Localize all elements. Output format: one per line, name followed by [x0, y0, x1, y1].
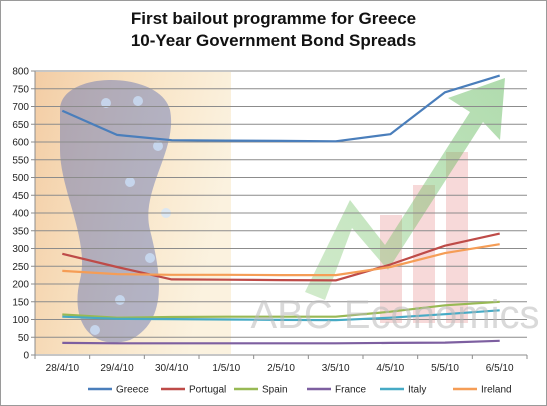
legend-label-italy: Italy: [408, 385, 426, 396]
watermark-text: ABC Economics: [251, 293, 540, 337]
legend-label-ireland: Ireland: [481, 385, 512, 396]
legend: Greece Portugal Spain France Italy Ireland: [88, 385, 512, 396]
y-tick-label: 500: [12, 173, 29, 184]
legend-label-france: France: [335, 385, 367, 396]
y-tick-label: 50: [18, 333, 30, 344]
series-lines: [61, 74, 501, 345]
y-tick-label: 550: [12, 155, 29, 166]
legend-label-greece: Greece: [116, 385, 149, 396]
y-tick-label: 200: [12, 280, 29, 291]
y-tick-label: 750: [12, 84, 29, 95]
y-tick-label: 300: [12, 244, 29, 255]
y-tick-label: 0: [23, 351, 29, 362]
y-tick-label: 450: [12, 191, 29, 202]
x-tick-label: 28/4/10: [46, 363, 80, 374]
x-tick-label: 1/5/10: [212, 363, 240, 374]
x-tick-label: 6/5/10: [486, 363, 514, 374]
y-tick-label: 800: [12, 67, 29, 78]
chart-subtitle: 10-Year Government Bond Spreads: [130, 31, 417, 50]
legend-label-portugal: Portugal: [189, 385, 226, 396]
y-tick-label: 100: [12, 315, 29, 326]
x-tick-label: 2/5/10: [267, 363, 295, 374]
chart-title-block: First bailout programme for Greece 10-Ye…: [0, 8, 547, 52]
y-tick-label: 350: [12, 226, 29, 237]
series-line-greece: [61, 74, 501, 143]
series-line-portugal: [62, 232, 500, 282]
y-tick-label: 700: [12, 102, 29, 113]
y-tick-label: 650: [12, 120, 29, 131]
x-axis-ticks: 28/4/10 29/4/10 30/4/10 1/5/10 2/5/10 3/5/10 4…: [34, 355, 528, 374]
legend-label-spain: Spain: [262, 385, 288, 396]
y-axis-ticks: 0 50 100 150 200 250 300 350 400 450 500 550 600 650 7…: [12, 67, 36, 362]
watermark-logo: [305, 78, 505, 323]
y-tick-label: 250: [12, 262, 29, 273]
x-tick-label: 30/4/10: [155, 363, 189, 374]
y-tick-label: 600: [12, 138, 29, 149]
series-line-italy: [62, 309, 500, 322]
chart-title: First bailout programme for Greece: [130, 9, 417, 28]
x-tick-label: 3/5/10: [322, 363, 350, 374]
y-tick-label: 400: [12, 209, 29, 220]
series-line-spain: [62, 300, 500, 319]
series-line-france: [62, 339, 500, 345]
x-tick-label: 29/4/10: [100, 363, 134, 374]
x-tick-label: 4/5/10: [376, 363, 404, 374]
grid-lines: [35, 70, 527, 356]
series-line-ireland: [62, 243, 500, 277]
y-tick-label: 150: [12, 297, 29, 308]
x-tick-label: 5/5/10: [431, 363, 459, 374]
